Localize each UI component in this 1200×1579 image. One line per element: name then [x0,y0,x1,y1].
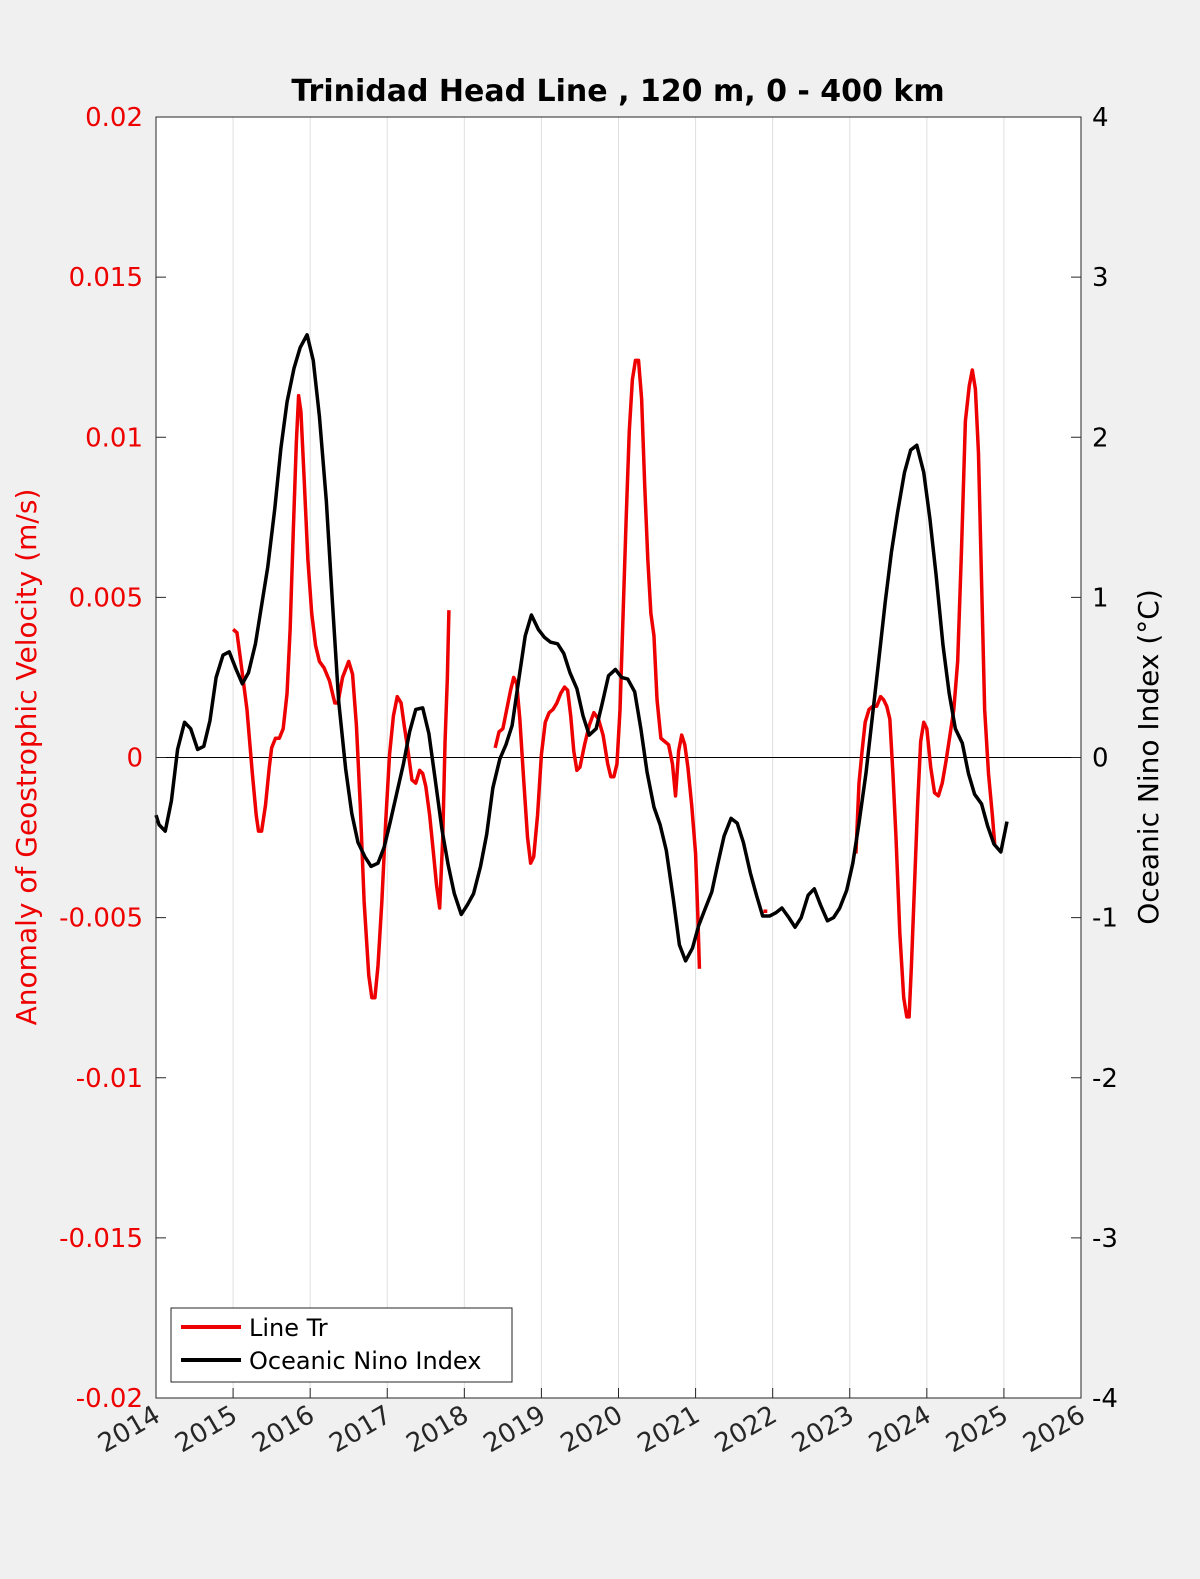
x-tick-label: 2017 [324,1400,396,1459]
x-tick-label: 2025 [941,1400,1013,1459]
x-tick-label: 2022 [710,1400,782,1459]
y-left-tick-label: 0.015 [69,263,143,293]
legend: Line Tr Oceanic Nino Index [170,1307,513,1383]
y-left-axis-label: Anomaly of Geostrophic Velocity (m/s) [10,489,43,1026]
x-tick-label: 2024 [864,1400,936,1459]
y-right-tick-label: 0 [1092,744,1109,774]
y-left-tick-label: -0.015 [59,1224,143,1254]
line-tr-series-segment-3 [854,368,997,1019]
y-left-tick-label: -0.02 [76,1384,143,1414]
y-right-axis-label: Oceanic Nino Index (°C) [1132,589,1165,925]
y-right-tick-label: -2 [1092,1064,1118,1094]
y-right-tick-label: 1 [1092,583,1109,613]
x-tick-label: 2023 [787,1400,859,1459]
x-tick-label: 2020 [556,1400,628,1459]
x-tick-label: 2019 [479,1400,551,1459]
y-right-tick-label: -4 [1092,1384,1118,1414]
y-left-tick-label: 0.005 [69,583,143,613]
y-left-tick-label: 0.01 [85,423,143,453]
y-right-tick-label: 3 [1092,263,1109,293]
legend-label-oni: Oceanic Nino Index [249,1347,481,1375]
series-layer [154,333,1009,1019]
y-right-tick-label: 2 [1092,423,1109,453]
y-left-tick-label: -0.01 [76,1064,143,1094]
legend-label-line-tr: Line Tr [249,1314,328,1342]
y-right-tick-label: -3 [1092,1224,1118,1254]
oni-series-segment-0 [154,333,1009,963]
y-right-tick-label: 4 [1092,103,1109,133]
x-tick-label: 2026 [1018,1400,1090,1459]
x-tick-label: 2018 [402,1400,474,1459]
x-tick-label: 2015 [170,1400,242,1459]
x-tick-label: 2021 [633,1400,705,1459]
y-left-tick-label: -0.005 [59,904,143,934]
y-left-tick-label: 0 [126,744,143,774]
line-tr-series-segment-0 [231,393,451,1000]
y-right-tick-label: -1 [1092,904,1118,934]
x-tick-label: 2016 [247,1400,319,1459]
line-tr-series-segment-1 [493,358,702,969]
legend-box [170,1307,513,1383]
y-left-tick-label: 0.02 [85,103,143,133]
chart-title: Trinidad Head Line , 120 m, 0 - 400 km [291,74,944,109]
